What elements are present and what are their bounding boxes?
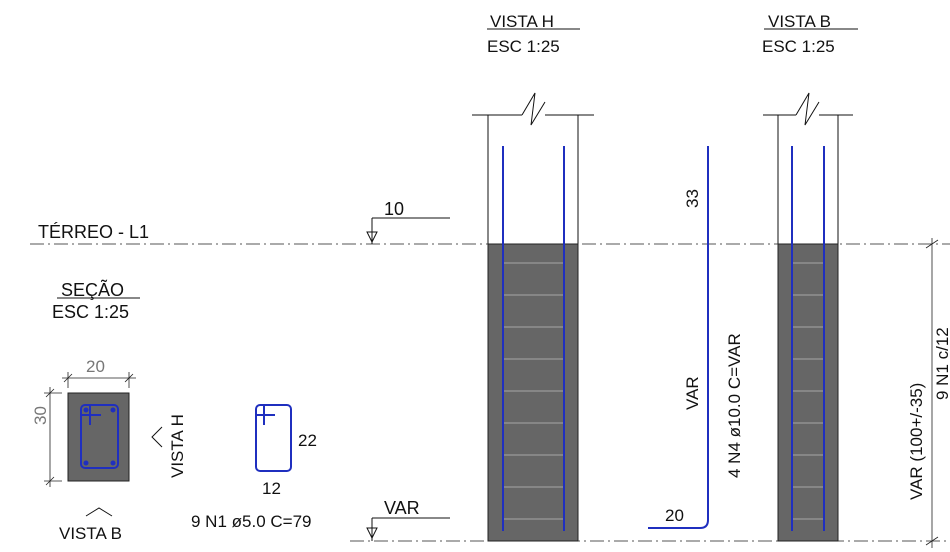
long-bar-middle-length: VAR (683, 376, 702, 410)
long-bar-spec: 4 N4 ø10.0 C=VAR (725, 333, 744, 478)
section-width-dim: 20 (86, 357, 105, 376)
right-dimension: VAR (100+/-35) 9 N1 c/12 (907, 238, 950, 548)
view-h-title: VISTA H (490, 12, 554, 31)
section-title: SEÇÃO (61, 279, 124, 300)
view-h-scale: ESC 1:25 (487, 37, 560, 56)
stirrup-shape-hook (256, 405, 275, 425)
section-title-block: SEÇÃO ESC 1:25 (52, 279, 140, 322)
view-b-arrow (86, 508, 112, 516)
section-bar (111, 408, 116, 413)
stirrup-dim-height: 22 (298, 431, 317, 450)
view-b-concrete (778, 244, 838, 541)
view-h-arrow (152, 427, 162, 447)
right-dim-label: VAR (100+/-35) (907, 383, 926, 500)
section-bar (111, 461, 116, 466)
level-mark-bottom: VAR (367, 498, 450, 541)
level-mark-top-value: 10 (384, 199, 404, 219)
section-drawing: 20 30 VISTA H VISTA B (31, 357, 187, 543)
long-bar-hook-length: 20 (665, 506, 684, 525)
stirrup-dim-width: 12 (262, 479, 281, 498)
view-h-title-block: VISTA H ESC 1:25 (487, 12, 580, 56)
long-bar-top-length: 33 (683, 189, 702, 208)
long-bar-detail: 33 VAR 4 N4 ø10.0 C=VAR 20 (648, 146, 744, 528)
view-b-scale: ESC 1:25 (762, 37, 835, 56)
level-mark-bottom-value: VAR (384, 498, 420, 518)
section-bar (84, 461, 89, 466)
stirrup-shape: 22 12 9 N1 ø5.0 C=79 (191, 405, 317, 531)
view-b-label: VISTA B (59, 524, 122, 543)
view-b-title: VISTA B (768, 12, 831, 31)
section-scale: ESC 1:25 (52, 302, 129, 322)
level-name: TÉRREO - L1 (38, 222, 149, 242)
view-h-label: VISTA H (168, 414, 187, 478)
view-b-drawing (763, 93, 853, 541)
level-mark-top: 10 (367, 199, 450, 244)
view-h-drawing (472, 93, 594, 541)
right-dim-sublabel: 9 N1 c/12 (933, 327, 950, 400)
section-height-dim: 30 (31, 406, 50, 425)
section-bar (84, 408, 89, 413)
stirrup-spec: 9 N1 ø5.0 C=79 (191, 512, 312, 531)
view-b-title-block: VISTA B ESC 1:25 (762, 12, 858, 56)
